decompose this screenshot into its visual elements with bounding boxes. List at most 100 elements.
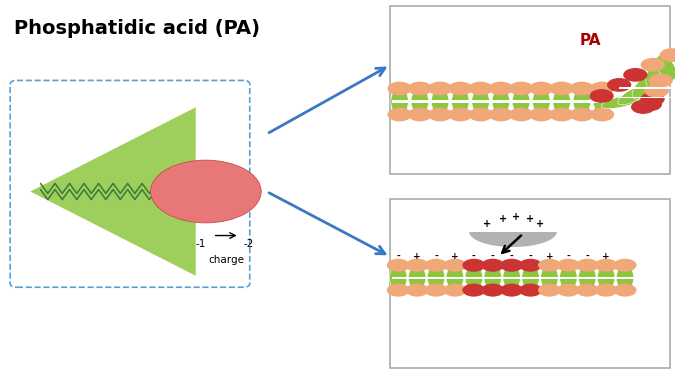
Circle shape <box>519 259 542 272</box>
Ellipse shape <box>616 265 634 290</box>
Text: PA: PA <box>580 33 601 48</box>
Text: +: + <box>499 214 507 224</box>
Ellipse shape <box>646 65 664 91</box>
Circle shape <box>645 84 669 98</box>
Circle shape <box>500 283 523 296</box>
Circle shape <box>638 97 662 111</box>
Text: -: - <box>472 252 476 261</box>
FancyBboxPatch shape <box>390 199 670 368</box>
Circle shape <box>448 82 472 95</box>
Circle shape <box>428 108 452 121</box>
Circle shape <box>614 283 637 296</box>
Circle shape <box>529 108 554 121</box>
Circle shape <box>649 74 673 87</box>
Circle shape <box>443 283 466 296</box>
Ellipse shape <box>553 88 570 115</box>
Ellipse shape <box>618 84 651 105</box>
Text: -: - <box>396 252 400 261</box>
Circle shape <box>462 283 485 296</box>
Bar <box>619 97 675 98</box>
Bar <box>619 87 675 89</box>
Ellipse shape <box>656 55 675 80</box>
Ellipse shape <box>452 88 469 115</box>
Circle shape <box>462 259 485 272</box>
FancyBboxPatch shape <box>390 6 670 174</box>
Circle shape <box>614 259 637 272</box>
Text: Phosphatidic acid (PA): Phosphatidic acid (PA) <box>14 19 259 38</box>
Circle shape <box>576 283 599 296</box>
Ellipse shape <box>503 265 520 290</box>
Ellipse shape <box>446 265 464 290</box>
Circle shape <box>481 283 504 296</box>
Circle shape <box>489 82 513 95</box>
Ellipse shape <box>541 265 558 290</box>
Ellipse shape <box>573 88 591 115</box>
Circle shape <box>549 82 574 95</box>
Text: +: + <box>413 252 421 261</box>
Circle shape <box>443 259 466 272</box>
Circle shape <box>538 283 561 296</box>
Text: -: - <box>529 252 533 261</box>
Circle shape <box>570 108 594 121</box>
Ellipse shape <box>411 88 429 115</box>
Text: -: - <box>585 252 589 261</box>
Ellipse shape <box>533 88 550 115</box>
Text: charge: charge <box>208 255 244 265</box>
Ellipse shape <box>522 265 539 290</box>
Circle shape <box>387 283 410 296</box>
Bar <box>392 100 668 103</box>
Circle shape <box>425 259 448 272</box>
Circle shape <box>489 108 513 121</box>
Ellipse shape <box>512 88 530 115</box>
Circle shape <box>623 68 647 82</box>
Ellipse shape <box>465 265 483 290</box>
Circle shape <box>509 82 533 95</box>
Circle shape <box>468 82 493 95</box>
Circle shape <box>659 48 675 62</box>
Circle shape <box>387 259 410 272</box>
Bar <box>392 277 668 279</box>
Circle shape <box>481 259 504 272</box>
Circle shape <box>425 283 448 296</box>
Text: +: + <box>451 252 459 261</box>
Circle shape <box>387 82 412 95</box>
Ellipse shape <box>408 265 426 290</box>
Ellipse shape <box>469 216 557 247</box>
Circle shape <box>529 82 554 95</box>
Text: +: + <box>602 252 610 261</box>
Text: +: + <box>512 212 520 222</box>
Circle shape <box>631 100 655 114</box>
Circle shape <box>509 108 533 121</box>
Circle shape <box>408 82 432 95</box>
Text: +: + <box>536 219 544 229</box>
Bar <box>459 205 567 232</box>
Text: -: - <box>491 252 495 261</box>
Text: -1: -1 <box>196 239 206 249</box>
Ellipse shape <box>632 75 656 99</box>
Ellipse shape <box>492 88 510 115</box>
Text: -: - <box>510 252 514 261</box>
Text: -: - <box>434 252 438 261</box>
Circle shape <box>500 259 523 272</box>
Text: -: - <box>566 252 570 261</box>
Circle shape <box>570 82 594 95</box>
Circle shape <box>549 108 574 121</box>
Circle shape <box>607 78 631 92</box>
Circle shape <box>519 283 542 296</box>
Text: +: + <box>545 252 554 261</box>
Ellipse shape <box>484 265 502 290</box>
Circle shape <box>428 82 452 95</box>
Circle shape <box>641 58 665 72</box>
Text: -2: -2 <box>243 239 253 249</box>
Circle shape <box>557 283 580 296</box>
Circle shape <box>595 259 618 272</box>
Ellipse shape <box>391 88 408 115</box>
Ellipse shape <box>427 265 445 290</box>
Circle shape <box>590 108 614 121</box>
Text: +: + <box>483 219 491 229</box>
Ellipse shape <box>601 94 643 109</box>
Ellipse shape <box>597 265 615 290</box>
Circle shape <box>151 160 261 223</box>
Circle shape <box>406 259 429 272</box>
Circle shape <box>387 108 412 121</box>
